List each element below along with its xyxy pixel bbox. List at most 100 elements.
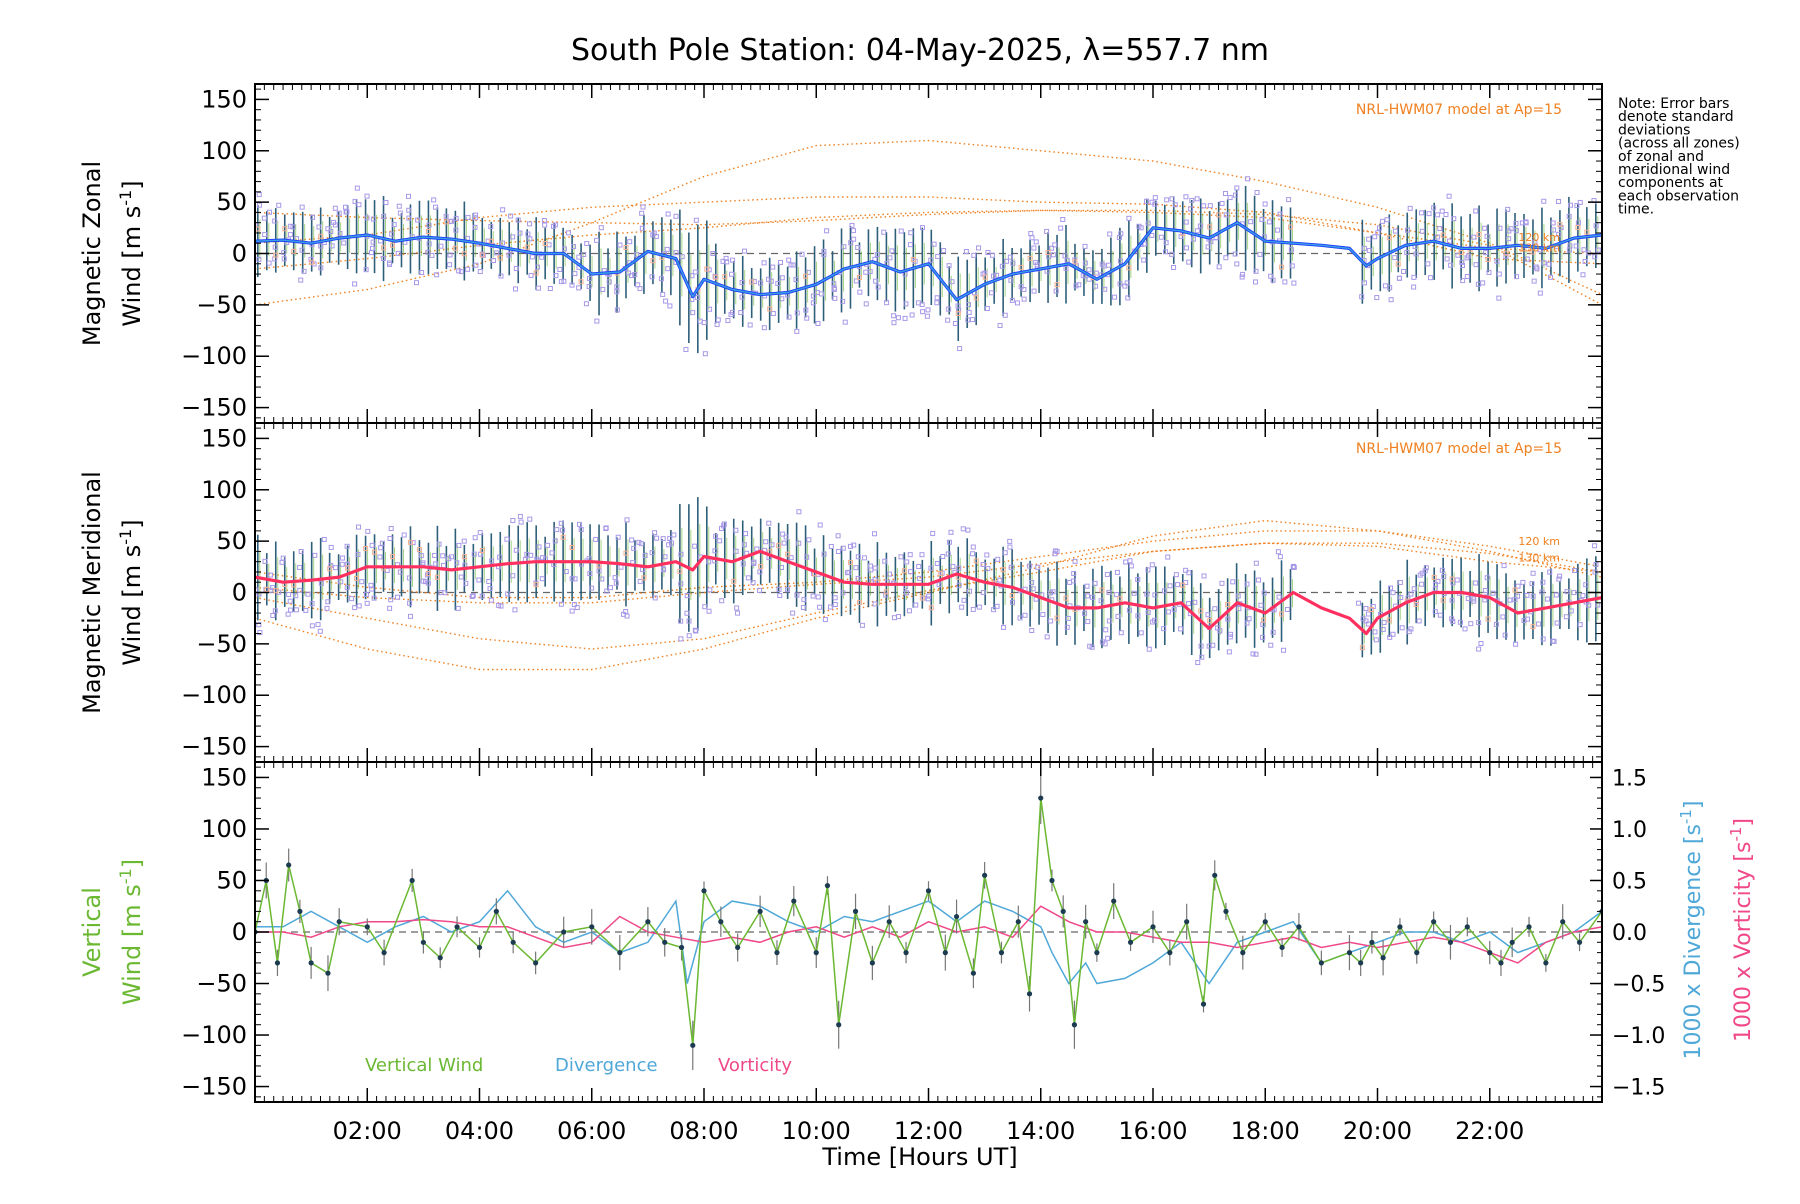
zone-scatter-point: [293, 593, 299, 599]
zone-scatter-point: [1217, 628, 1223, 634]
zone-scatter-point: [701, 320, 707, 326]
zone-scatter-point: [785, 551, 791, 557]
zone-scatter-point: [1201, 573, 1207, 579]
right-y-tick-label: −1.0: [1612, 1024, 1665, 1049]
zone-scatter-point: [418, 553, 424, 559]
zone-scatter-point: [1439, 567, 1445, 573]
zone-scatter-point: [757, 280, 763, 286]
zone-scatter-point: [799, 251, 805, 257]
zone-scatter-point: [906, 608, 912, 614]
zone-scatter-point: [440, 553, 446, 559]
zone-scatter-point: [1165, 609, 1171, 615]
zone-scatter-point: [684, 593, 690, 599]
zone-scatter-point: [1483, 250, 1489, 256]
note-line: denote standard: [1618, 109, 1734, 125]
zone-scatter-point: [308, 256, 314, 262]
zone-scatter-point: [822, 617, 828, 623]
zone-scatter-point: [1034, 262, 1040, 268]
zone-scatter-point: [788, 555, 794, 561]
zone-scatter-point: [542, 222, 548, 228]
zone-scatter-point: [540, 555, 546, 561]
zone-scatter-point: [831, 281, 837, 287]
zone-scatter-point: [499, 240, 505, 246]
zone-scatter-point: [976, 245, 982, 251]
zone-scatter-point: [1454, 577, 1460, 583]
vertical-wind-point: [1414, 950, 1420, 956]
zone-scatter-point: [678, 581, 684, 587]
zone-scatter-point: [729, 271, 735, 277]
zone-scatter-point: [1021, 287, 1027, 293]
zone-scatter-point: [599, 576, 605, 582]
zone-scatter-point: [1223, 255, 1229, 261]
zone-scatter-point: [803, 273, 809, 279]
vertical-wind-point: [735, 944, 741, 951]
zone-scatter-point: [1411, 274, 1417, 280]
zone-scatter-point: [683, 346, 689, 352]
right-axis-label-divergence: 1000 x Divergence [s-1]: [1677, 801, 1706, 1060]
zone-scatter-point: [1070, 578, 1076, 584]
zone-scatter-point: [560, 534, 566, 540]
zone-scatter-point: [959, 604, 965, 610]
zone-scatter-point: [1537, 290, 1543, 296]
zone-scatter-point: [316, 224, 322, 230]
zone-scatter-point: [768, 278, 774, 284]
zone-scatter-point: [1188, 206, 1194, 212]
zone-scatter-point: [817, 604, 823, 610]
vertical-wind-point: [364, 924, 370, 930]
zone-scatter-point: [394, 594, 400, 600]
vertical-wind-point: [1279, 944, 1285, 951]
zone-scatter-point: [1426, 211, 1432, 217]
zone-scatter-point: [794, 328, 800, 334]
zone-scatter-point: [1592, 543, 1598, 549]
x-tick-label: 22:00: [1455, 1117, 1524, 1145]
zone-scatter-point: [364, 600, 370, 606]
zone-scatter-point: [433, 561, 439, 567]
zone-scatter-point: [341, 240, 347, 246]
vertical-wind-point: [297, 908, 303, 914]
zone-scatter-point: [1198, 608, 1204, 614]
x-tick-label: 08:00: [669, 1117, 738, 1145]
note-line: deviations: [1618, 122, 1690, 138]
zone-scatter-point: [1180, 582, 1186, 588]
zone-scatter-point: [1035, 564, 1041, 570]
zone-scatter-point: [1505, 206, 1511, 212]
zone-scatter-point: [1451, 216, 1457, 222]
zone-scatter-point: [1173, 572, 1179, 578]
zone-scatter-point: [1225, 602, 1231, 608]
zone-scatter-point: [770, 264, 776, 270]
zone-scatter-point: [1577, 199, 1583, 205]
zone-scatter-point: [1028, 231, 1034, 237]
zone-scatter-point: [287, 598, 293, 604]
zone-scatter-point: [1253, 651, 1259, 657]
zone-scatter-point: [355, 552, 361, 558]
zone-scatter-point: [928, 605, 934, 611]
y-tick-label: 150: [201, 424, 247, 452]
zone-scatter-point: [713, 533, 719, 539]
zone-scatter-point: [1183, 219, 1189, 225]
plot-area-zonal: [255, 139, 1602, 357]
x-tick-label: 20:00: [1343, 1117, 1412, 1145]
zone-scatter-point: [907, 242, 913, 248]
zone-scatter-point: [1513, 641, 1519, 647]
zone-scatter-point: [1388, 585, 1394, 591]
zone-scatter-point: [730, 309, 736, 315]
zone-scatter-point: [693, 628, 699, 634]
zone-scatter-point: [763, 539, 769, 545]
zone-scatter-point: [1515, 583, 1521, 589]
zone-scatter-point: [1022, 612, 1028, 618]
zone-scatter-point: [1049, 245, 1055, 251]
zone-scatter-point: [649, 550, 655, 556]
zone-scatter-point: [1082, 243, 1088, 249]
zone-scatter-point: [1419, 570, 1425, 576]
model-label: NRL-HWM07 model at Ap=15: [1356, 441, 1562, 457]
x-tick-label: 02:00: [333, 1117, 402, 1145]
zone-scatter-point: [1118, 630, 1124, 636]
zone-scatter-point: [1158, 234, 1164, 240]
zone-scatter-point: [1465, 253, 1471, 259]
zone-scatter-point: [1052, 551, 1058, 557]
vertical-wind-point: [1358, 960, 1364, 966]
zone-scatter-point: [810, 293, 816, 299]
zone-scatter-point: [1197, 223, 1203, 229]
zone-scatter-point: [631, 545, 637, 551]
zone-scatter-point: [344, 543, 350, 549]
